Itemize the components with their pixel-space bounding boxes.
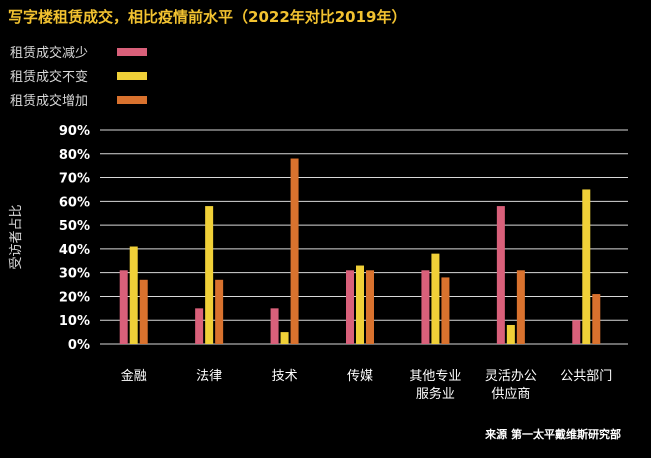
bar [421,270,430,344]
y-tick-label: 90% [59,124,90,139]
bar [516,270,525,344]
y-axis-label: 受访者占比 [9,204,24,269]
bar [582,189,591,344]
x-category-label: 服务业 [416,386,455,402]
bar [441,277,450,344]
x-category-label: 公共部门 [560,369,612,384]
bar [139,279,148,344]
bar [346,270,354,344]
x-category-label: 传媒 [347,369,373,384]
bar [356,265,364,344]
bar [205,206,214,344]
bar [195,308,204,344]
y-tick-label: 50% [59,219,90,234]
bar [572,320,581,344]
bar [129,246,138,344]
legend-label: 租赁成交增加 [10,94,89,109]
bar [215,279,224,344]
y-tick-label: 60% [59,195,90,210]
bar [280,332,289,344]
bar [431,253,440,344]
source-note: 来源 第一太平戴维斯研究部 [485,428,621,441]
y-tick-label: 0% [68,338,90,353]
y-tick-label: 20% [59,290,90,305]
bar [496,206,505,344]
bar [290,158,299,344]
legend-swatch-decrease [117,48,147,56]
bar [119,270,128,344]
x-category-label: 技术 [272,369,298,384]
x-category-label: 法律 [196,369,222,384]
legend-label: 租赁成交不变 [10,70,89,85]
y-tick-label: 30% [59,267,90,282]
chart-title: 写字楼租赁成交，相比疫情前水平（2022年对比2019年） [8,8,407,26]
y-tick-label: 10% [59,314,90,329]
legend-label: 租赁成交减少 [10,46,89,61]
x-category-label: 金融 [121,368,147,384]
y-tick-label: 80% [59,148,90,163]
y-tick-label: 40% [59,243,90,258]
x-category-label: 供应商 [491,386,530,402]
legend-swatch-increase [117,96,147,104]
bar [592,294,601,344]
x-category-label: 其他专业 [409,369,461,384]
bar [366,270,374,344]
x-category-label: 灵活办公 [485,369,537,384]
bar [506,324,515,344]
legend-swatch-unchanged [117,72,147,80]
bar [270,308,279,344]
y-tick-label: 70% [59,172,90,187]
